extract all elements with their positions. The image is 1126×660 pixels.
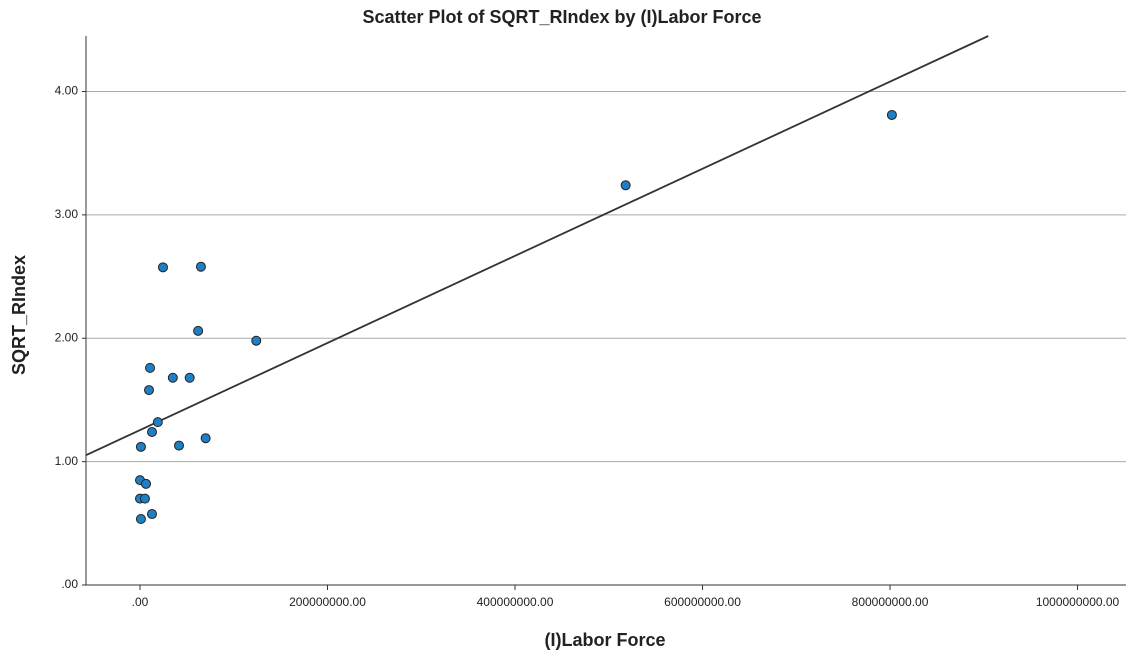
x-axis-title: (I)Labor Force (544, 630, 665, 650)
point (144, 385, 155, 396)
point (152, 417, 163, 428)
x-tick-label: .00 (132, 595, 149, 609)
point (184, 372, 195, 383)
fit-line (85, 35, 989, 456)
point (195, 261, 206, 272)
point (251, 335, 262, 346)
point (886, 109, 897, 120)
y-tick-label: 1.00 (55, 454, 79, 468)
point (174, 440, 185, 451)
point (157, 262, 168, 273)
y-tick-label: .00 (61, 577, 78, 591)
point (620, 180, 631, 191)
x-tick-label: 200000000.00 (289, 595, 366, 609)
x-tick-label: 400000000.00 (477, 595, 554, 609)
y-tick-label: 3.00 (55, 207, 79, 221)
point (193, 325, 204, 336)
point (147, 427, 158, 438)
point (145, 362, 156, 373)
chart-title: Scatter Plot of SQRT_RIndex by (I)Labor … (362, 7, 761, 27)
y-tick-label: 4.00 (55, 84, 79, 98)
point (167, 372, 178, 383)
x-tick-label: 1000000000.00 (1036, 595, 1120, 609)
point (135, 441, 146, 452)
point (141, 478, 152, 489)
point (147, 509, 158, 520)
point (200, 433, 211, 444)
point (135, 513, 146, 524)
x-tick-label: 600000000.00 (664, 595, 741, 609)
y-tick-label: 2.00 (55, 330, 79, 344)
y-axis-title: SQRT_RIndex (9, 255, 29, 375)
point (139, 493, 150, 504)
x-tick-label: 800000000.00 (852, 595, 929, 609)
